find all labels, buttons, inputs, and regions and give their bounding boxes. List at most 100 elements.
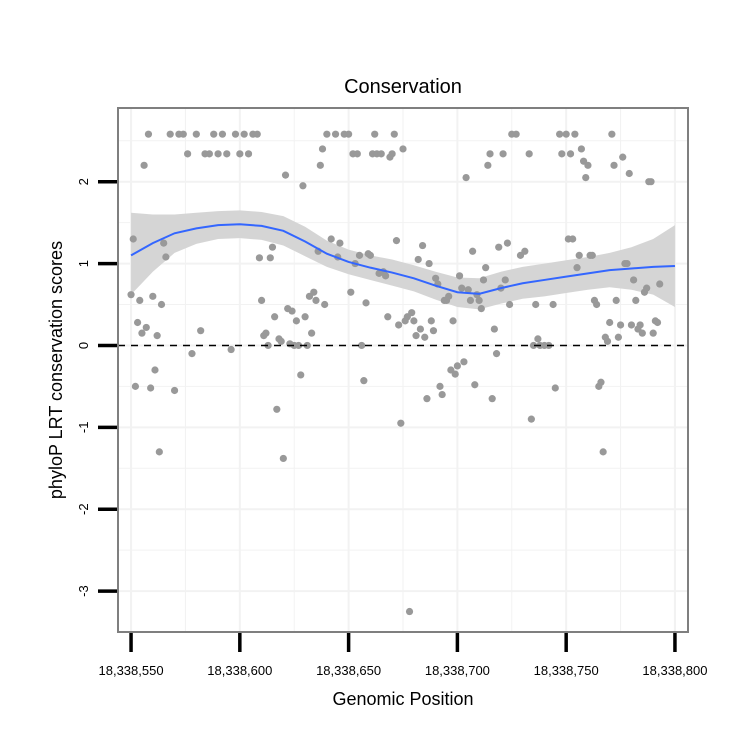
data-point xyxy=(142,323,150,332)
data-point xyxy=(477,304,485,313)
data-point xyxy=(479,276,488,284)
x-axis-title: Genomic Position xyxy=(332,689,473,709)
data-point xyxy=(501,276,509,284)
data-point xyxy=(136,296,144,305)
data-point xyxy=(147,384,155,392)
data-point xyxy=(593,300,601,309)
data-point xyxy=(138,329,146,337)
data-point xyxy=(153,332,161,340)
data-point xyxy=(155,448,163,456)
y-axis: -3 -2 -1 0 1 2 xyxy=(76,178,117,597)
data-point xyxy=(556,130,564,138)
data-point xyxy=(292,317,300,325)
data-point xyxy=(170,386,179,395)
data-point xyxy=(166,130,174,138)
data-point xyxy=(301,313,309,321)
data-point xyxy=(408,309,416,317)
data-point xyxy=(575,251,583,259)
data-point xyxy=(436,382,444,390)
data-point xyxy=(395,321,403,329)
data-point xyxy=(486,150,494,158)
data-point xyxy=(360,377,368,385)
data-point xyxy=(358,341,366,350)
data-point xyxy=(223,150,231,158)
data-point xyxy=(453,362,461,370)
data-point xyxy=(384,313,392,321)
data-point xyxy=(653,318,662,327)
data-point xyxy=(449,317,457,325)
data-point xyxy=(482,264,490,272)
data-point xyxy=(288,307,296,315)
chart-title: Conservation xyxy=(344,76,462,98)
data-point xyxy=(297,371,305,379)
data-point xyxy=(490,325,498,333)
data-point xyxy=(603,337,612,345)
data-point xyxy=(399,145,407,153)
data-point xyxy=(623,259,631,268)
data-point xyxy=(614,333,622,341)
data-point xyxy=(582,173,590,182)
data-point xyxy=(566,150,575,158)
data-point xyxy=(647,178,655,186)
x-axis: 18,338,550 18,338,600 18,338,650 18,338,700… xyxy=(99,633,707,678)
data-point xyxy=(534,335,542,343)
data-point xyxy=(475,296,483,305)
smooth-line xyxy=(130,223,675,295)
data-point xyxy=(630,276,638,284)
data-point xyxy=(236,150,244,158)
data-point xyxy=(462,173,470,182)
data-point xyxy=(310,288,318,296)
data-point xyxy=(469,247,477,255)
data-point xyxy=(327,235,335,243)
data-point xyxy=(471,381,479,389)
data-point xyxy=(445,292,453,300)
data-point xyxy=(619,153,627,161)
data-point xyxy=(597,378,605,386)
x-tick-label: 18,338,800 xyxy=(642,663,707,678)
data-point xyxy=(127,291,135,299)
data-point xyxy=(558,150,566,158)
data-point xyxy=(416,325,425,333)
data-point xyxy=(503,239,512,247)
data-point xyxy=(612,296,620,305)
plot-panel xyxy=(117,107,689,633)
confidence-band xyxy=(131,210,675,310)
data-point xyxy=(347,288,355,296)
data-point xyxy=(264,341,272,350)
data-point xyxy=(218,130,227,138)
data-point xyxy=(299,182,307,190)
data-point xyxy=(366,251,374,259)
data-point xyxy=(294,341,303,350)
data-point xyxy=(495,243,503,251)
x-tick-label: 18,338,750 xyxy=(534,663,599,678)
panel-border xyxy=(117,107,689,633)
data-point xyxy=(455,272,464,280)
data-point xyxy=(484,161,492,169)
data-point xyxy=(525,150,533,158)
data-point xyxy=(573,264,581,272)
data-point xyxy=(638,329,646,337)
data-point xyxy=(140,161,148,169)
data-point xyxy=(371,130,379,138)
data-point xyxy=(643,284,651,292)
data-point xyxy=(421,333,429,341)
data-point xyxy=(464,286,472,294)
data-point xyxy=(506,300,514,309)
data-point xyxy=(451,370,459,378)
data-point xyxy=(321,300,329,309)
data-point xyxy=(392,237,401,245)
data-point xyxy=(381,272,390,280)
data-point xyxy=(179,130,187,138)
data-point xyxy=(133,318,142,327)
x-tick-label: 18,338,550 xyxy=(99,663,164,678)
y-tick-label: 1 xyxy=(76,260,91,267)
data-point xyxy=(308,329,316,337)
data-point xyxy=(277,337,285,345)
data-point xyxy=(410,317,418,325)
y-tick-label: 2 xyxy=(76,178,91,185)
data-point xyxy=(588,251,596,259)
data-point xyxy=(281,171,290,179)
data-point xyxy=(257,296,266,305)
data-point xyxy=(262,329,270,337)
x-tick-label: 18,338,650 xyxy=(316,663,381,678)
